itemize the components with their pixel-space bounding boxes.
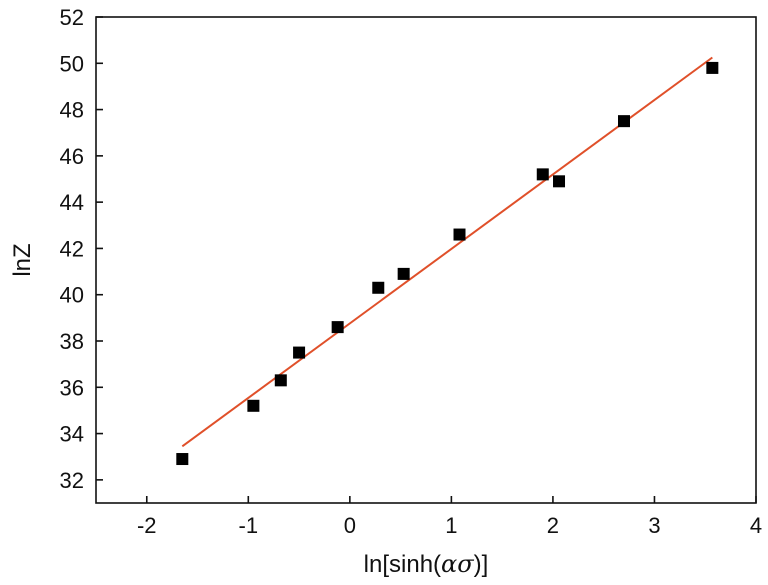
data-point	[372, 281, 385, 294]
data-point	[397, 267, 410, 280]
y-tick-label: 46	[60, 144, 84, 169]
y-axis: 32 34 36 38 40 42 44 46 48 50 52	[60, 5, 103, 493]
x-tick-label: -1	[239, 513, 259, 538]
fit-line	[181, 56, 713, 448]
x-tick-label: 3	[648, 513, 660, 538]
y-tick-label: 34	[60, 422, 84, 447]
x-tick-label: 0	[344, 513, 356, 538]
data-point	[176, 453, 189, 466]
x-tick-label: 2	[547, 513, 559, 538]
y-tick-label: 50	[60, 51, 84, 76]
x-tick-label: 4	[750, 513, 762, 538]
y-tick-label: 40	[60, 283, 84, 308]
data-point	[247, 399, 260, 412]
data-point	[331, 321, 344, 334]
x-axis-label: ln[sinh(ασ)]	[364, 550, 489, 578]
y-axis-label: lnZ	[9, 243, 36, 276]
data-point	[453, 228, 466, 241]
plot-area	[176, 56, 719, 466]
data-point	[618, 115, 630, 128]
data-point	[706, 61, 719, 74]
y-tick-label: 36	[60, 375, 84, 400]
y-tick-label: 48	[60, 98, 84, 123]
y-tick-label: 32	[60, 468, 84, 493]
y-tick-label: 38	[60, 329, 84, 354]
x-tick-label: -2	[137, 513, 157, 538]
data-point	[553, 175, 566, 188]
data-point	[536, 168, 549, 181]
x-axis: -2 -1 0 1 2 3 4	[137, 496, 762, 538]
y-tick-label: 42	[60, 236, 84, 261]
plot-frame	[95, 16, 757, 504]
data-point	[293, 346, 306, 359]
y-tick-label: 44	[60, 190, 84, 215]
data-point	[274, 374, 287, 387]
y-tick-label: 52	[60, 5, 84, 30]
x-tick-label: 1	[445, 513, 457, 538]
